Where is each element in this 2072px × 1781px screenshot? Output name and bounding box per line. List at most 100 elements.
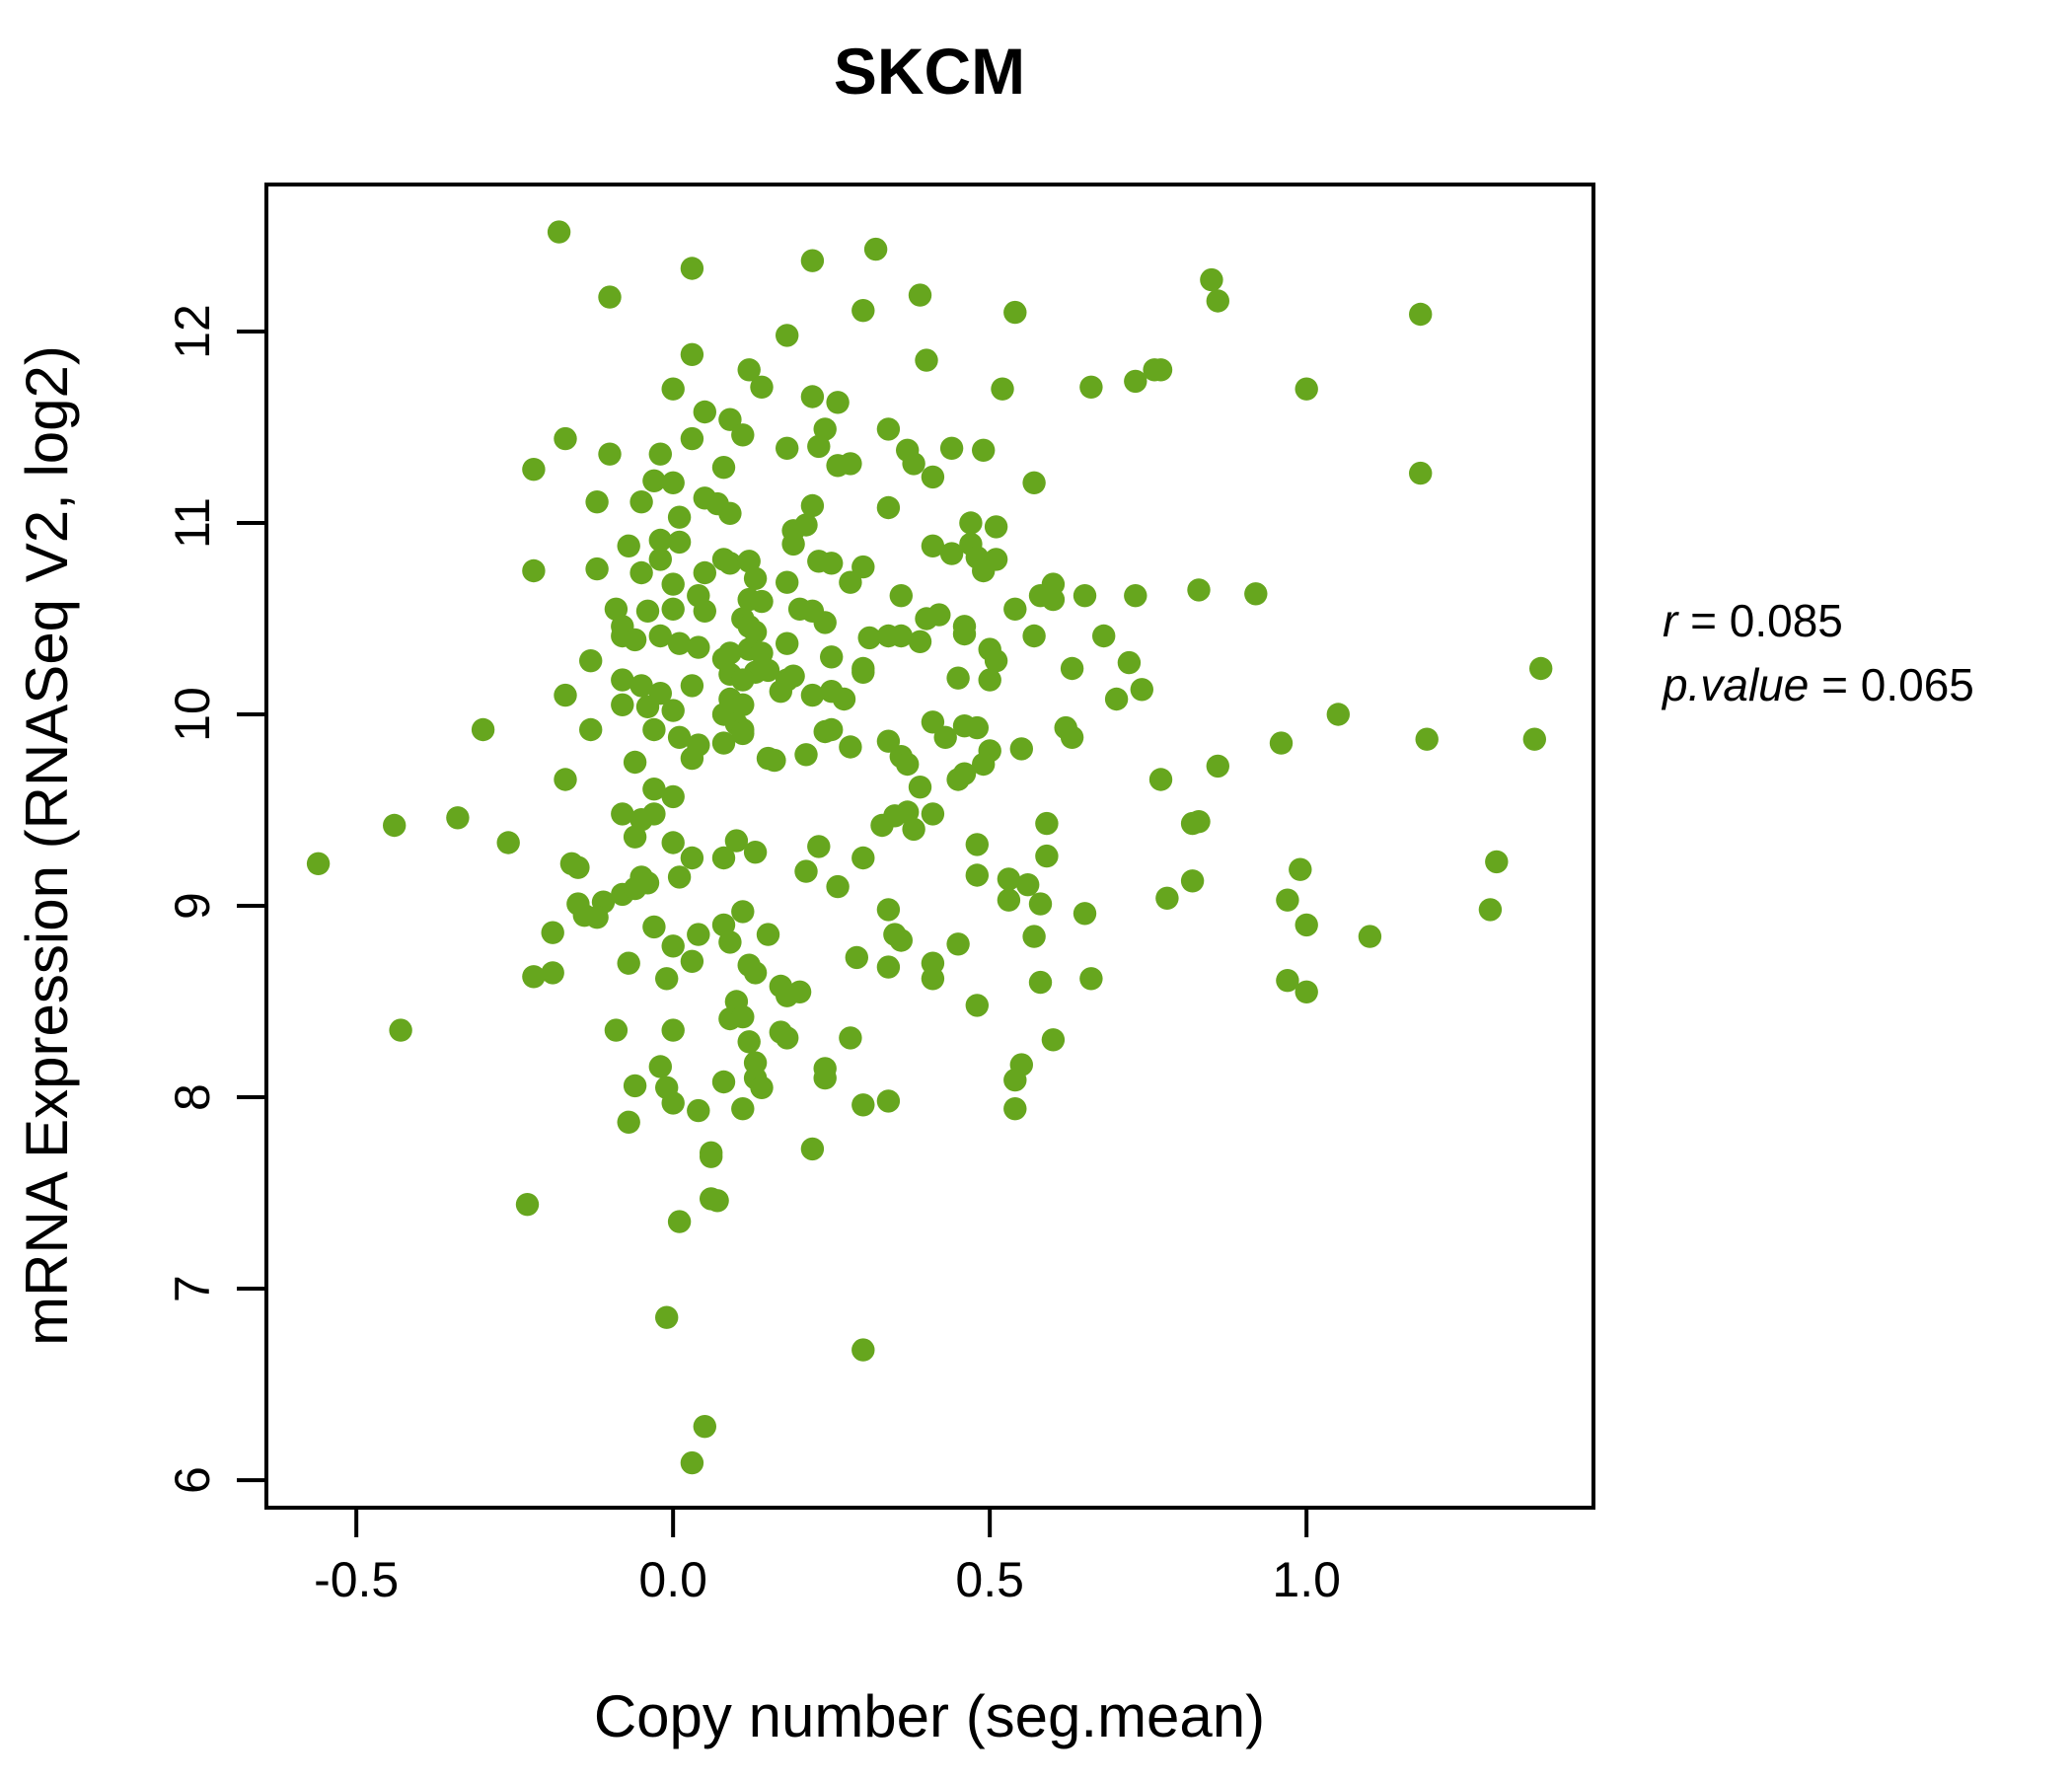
data-point xyxy=(515,1193,540,1217)
data-point xyxy=(705,1189,729,1213)
data-point xyxy=(711,1070,736,1094)
data-point xyxy=(1079,967,1103,991)
data-point xyxy=(839,570,862,594)
data-point xyxy=(1035,811,1059,836)
data-point xyxy=(933,725,957,749)
data-point xyxy=(1003,597,1027,621)
data-point xyxy=(383,813,407,838)
data-point xyxy=(851,656,875,681)
data-point xyxy=(776,570,799,594)
data-point xyxy=(800,493,825,518)
data-point xyxy=(579,649,603,673)
data-point xyxy=(776,631,799,655)
data-point xyxy=(1124,584,1147,608)
data-point xyxy=(756,923,780,946)
data-point xyxy=(617,534,640,557)
data-point xyxy=(693,560,716,585)
data-point xyxy=(921,710,945,734)
data-point xyxy=(876,495,901,520)
data-point xyxy=(667,505,692,529)
data-point xyxy=(693,400,716,424)
data-point xyxy=(642,778,666,801)
data-point xyxy=(1060,656,1084,681)
data-point xyxy=(737,358,761,382)
data-point xyxy=(1358,925,1382,948)
data-point xyxy=(921,967,945,991)
data-point xyxy=(1117,650,1142,675)
data-point xyxy=(939,542,964,565)
data-point xyxy=(800,249,825,272)
data-point xyxy=(648,1055,672,1078)
data-point xyxy=(680,949,704,973)
data-point xyxy=(547,220,571,244)
data-point xyxy=(1485,850,1509,874)
data-point xyxy=(680,674,704,698)
data-point xyxy=(661,934,685,958)
data-point xyxy=(857,626,881,650)
data-point xyxy=(851,555,875,579)
data-point xyxy=(984,649,1008,673)
y-tick-label: 12 xyxy=(165,304,220,359)
y-tick-label: 7 xyxy=(165,1275,220,1302)
data-point xyxy=(1187,810,1211,834)
data-point xyxy=(718,408,742,431)
pvalue-value: = 0.065 xyxy=(1809,659,1974,710)
data-point xyxy=(642,469,666,492)
data-point xyxy=(680,1450,704,1475)
data-point xyxy=(680,426,704,451)
data-point xyxy=(876,1089,901,1113)
data-point xyxy=(851,299,875,323)
data-point xyxy=(655,1305,679,1329)
data-point xyxy=(667,865,692,889)
data-point xyxy=(648,442,672,466)
data-point xyxy=(800,1137,825,1161)
data-point xyxy=(522,965,546,989)
data-point xyxy=(832,687,856,711)
data-point xyxy=(863,237,888,261)
data-point xyxy=(604,1018,629,1042)
data-point xyxy=(731,721,755,746)
data-point xyxy=(642,915,666,939)
data-point xyxy=(763,748,786,773)
data-point xyxy=(776,436,799,460)
plot-title: SKCM xyxy=(834,35,1025,108)
data-point xyxy=(1148,358,1173,382)
data-point xyxy=(731,693,755,716)
data-point xyxy=(1295,913,1318,937)
data-point xyxy=(731,423,755,447)
data-point xyxy=(839,1026,862,1050)
data-point xyxy=(1124,369,1147,394)
data-point xyxy=(1041,1028,1066,1052)
data-point xyxy=(718,930,742,954)
data-point xyxy=(972,558,996,583)
data-point xyxy=(851,1093,875,1117)
data-point xyxy=(554,768,577,791)
data-point xyxy=(737,1030,761,1054)
data-point xyxy=(667,1210,692,1233)
x-tick-label: 0.0 xyxy=(638,1552,707,1607)
data-point xyxy=(1009,737,1033,761)
data-point xyxy=(1003,1097,1027,1121)
data-point xyxy=(889,584,913,608)
data-point xyxy=(718,641,742,665)
data-point xyxy=(1035,844,1059,868)
data-point xyxy=(554,683,577,707)
data-point xyxy=(623,628,647,652)
data-point xyxy=(541,921,564,944)
data-point xyxy=(978,668,1001,692)
data-point xyxy=(1326,703,1351,726)
data-point xyxy=(629,674,653,698)
pvalue-symbol: p.value xyxy=(1661,659,1809,710)
data-point xyxy=(700,1141,723,1165)
data-point xyxy=(1478,898,1503,922)
data-point xyxy=(661,471,685,494)
data-point xyxy=(623,1074,647,1098)
data-point xyxy=(642,717,666,742)
data-point xyxy=(876,417,901,441)
data-point xyxy=(1206,754,1230,779)
data-point xyxy=(389,1018,412,1042)
data-point xyxy=(927,603,951,627)
data-point xyxy=(915,348,938,372)
data-point xyxy=(908,776,932,799)
x-axis: -0.5 0.0 0.5 1.0 xyxy=(314,1508,1341,1607)
